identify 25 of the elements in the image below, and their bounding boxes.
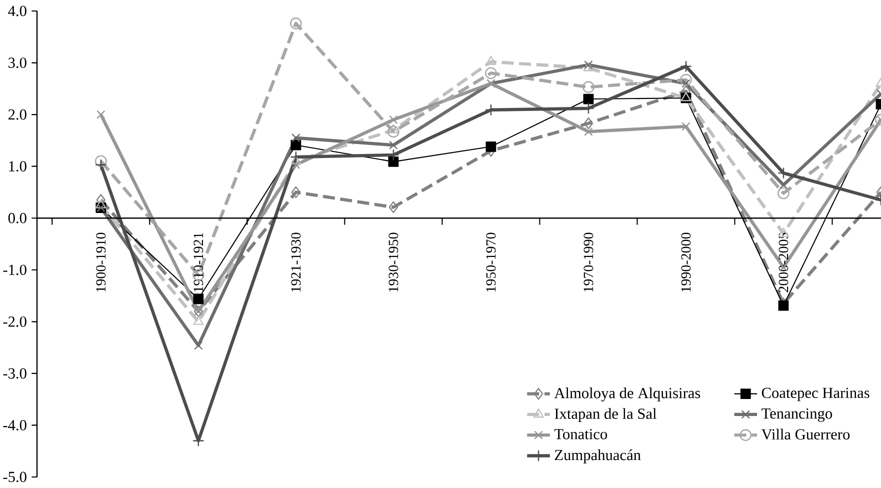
- x-tick-label: 1921-1930: [291, 232, 301, 292]
- y-tick-label: -3.0: [3, 368, 26, 379]
- legend-label: Almoloya de Alquisiras: [554, 387, 700, 402]
- legend-label: Villa Guerrero: [761, 428, 850, 440]
- x-tick-label: 1970-1990: [584, 232, 594, 292]
- legend-label: Coatepec Harinas: [762, 388, 870, 402]
- y-tick-label: -4.0: [3, 420, 26, 430]
- x-tick-label: 1930-1950: [388, 232, 398, 292]
- x-tick-label: 1990-2000: [681, 232, 691, 292]
- y-tick-label: 1.0: [9, 161, 26, 172]
- y-tick-label: 2.0: [8, 109, 26, 120]
- x-tick-label: 1950-1970: [486, 232, 496, 292]
- legend-label: Tenancingo: [762, 408, 832, 422]
- legend-label: Zumpahuacán: [554, 449, 641, 464]
- legend-label: Ixtapan de la Sal: [554, 408, 656, 422]
- y-tick-label: -2.0: [3, 316, 26, 327]
- y-tick-label: 3.0: [8, 58, 26, 68]
- x-tick-label: 1910-1921: [194, 233, 204, 292]
- y-tick-label: 4.0: [8, 6, 26, 16]
- x-tick-label: 1900-1910: [96, 232, 106, 292]
- y-tick-label: -5.0: [3, 472, 26, 482]
- y-tick-label: 0.0: [8, 212, 26, 224]
- x-tick-label: 2000-2005: [778, 232, 788, 292]
- legend-label: Tonatico: [554, 429, 608, 440]
- y-tick-label: -1.0: [3, 264, 26, 276]
